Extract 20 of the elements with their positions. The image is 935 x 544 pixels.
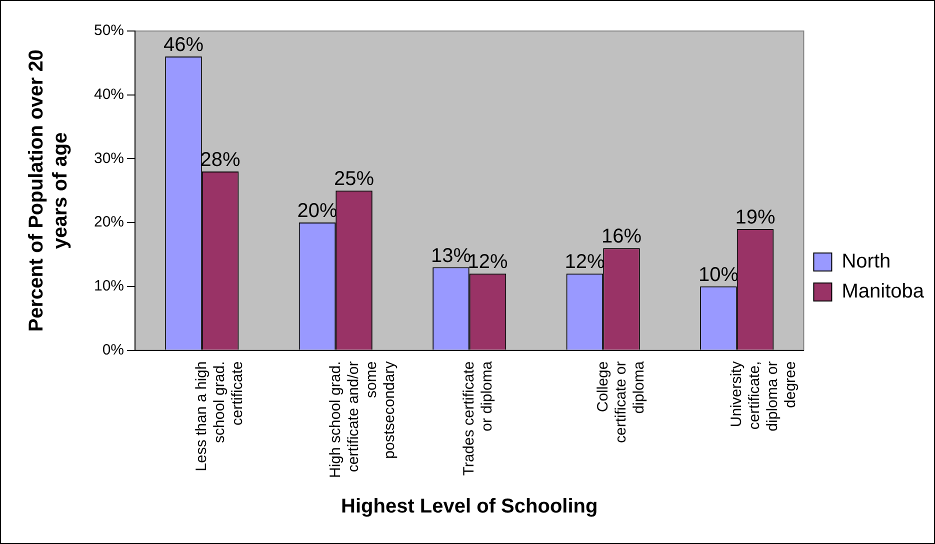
data-label: 19% (735, 206, 776, 228)
y-tick-label: 0% (102, 341, 124, 358)
legend-label: North (842, 250, 891, 273)
data-label: 20% (297, 200, 338, 222)
x-tick-label: Less than a high school grad. certificate (193, 361, 246, 472)
data-label: 25% (334, 168, 374, 190)
y-axis-title: Percent of Population over 20 years of age (26, 49, 72, 332)
x-axis-title: Highest Level of Schooling (341, 496, 598, 518)
y-tick-label: 30% (94, 150, 124, 167)
y-tick-label: 40% (94, 86, 124, 103)
legend-label: Manitoba (842, 280, 925, 303)
data-label: 46% (163, 34, 204, 56)
x-tick-label: College certificate or diploma (594, 360, 648, 443)
data-label: 16% (601, 226, 642, 248)
y-tick-label: 20% (94, 214, 124, 231)
x-tick-label: Trades certificate or diploma (460, 360, 496, 476)
data-label: 12% (468, 251, 508, 274)
y-tick-label: 50% (94, 22, 124, 40)
y-tick-label: 10% (94, 278, 124, 295)
x-tick-label: University certificate, diploma or degree (728, 360, 799, 432)
